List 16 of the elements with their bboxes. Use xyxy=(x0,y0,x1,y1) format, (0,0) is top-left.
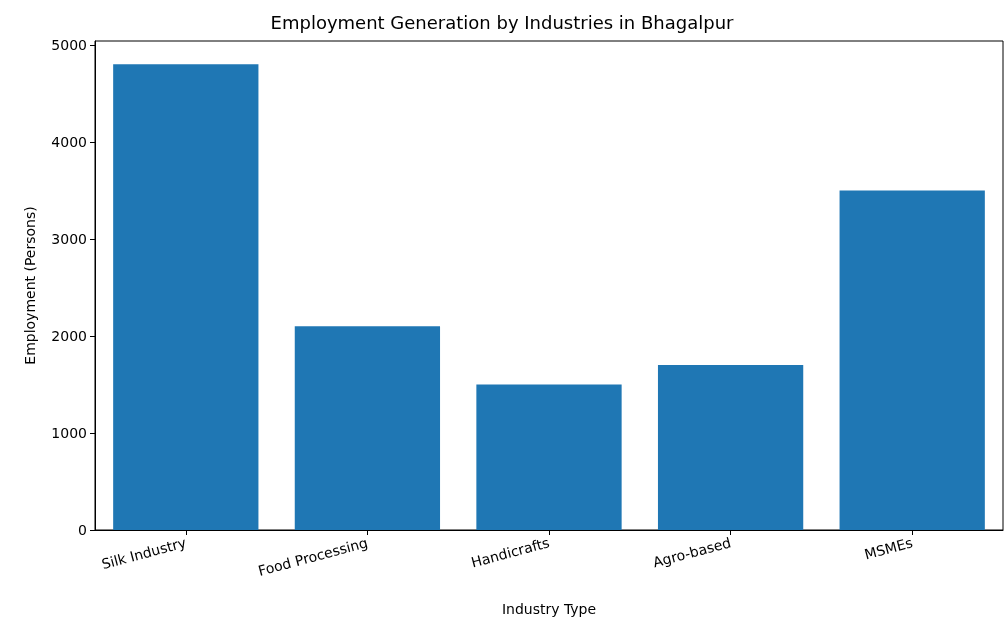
x-axis-title: Industry Type xyxy=(501,601,597,617)
y-tick-label: 4000 xyxy=(51,133,87,150)
y-tick-label: 2000 xyxy=(51,327,87,344)
y-tick-label: 5000 xyxy=(51,36,87,53)
y-tick-label: 3000 xyxy=(51,230,87,247)
x-tick-label: MSMEs xyxy=(862,534,915,563)
bar xyxy=(657,365,804,530)
bar xyxy=(476,384,622,530)
bar xyxy=(113,64,259,530)
y-tick-label: 1000 xyxy=(51,424,87,441)
y-axis-title: Employment (Persons) xyxy=(22,206,38,365)
bar xyxy=(294,326,441,530)
bar xyxy=(839,190,985,530)
x-tick-label: Silk Industry xyxy=(99,534,188,573)
chart-title: Employment Generation by Industries in Bhagalpur xyxy=(270,11,735,33)
y-tick-label: 0 xyxy=(78,522,87,538)
